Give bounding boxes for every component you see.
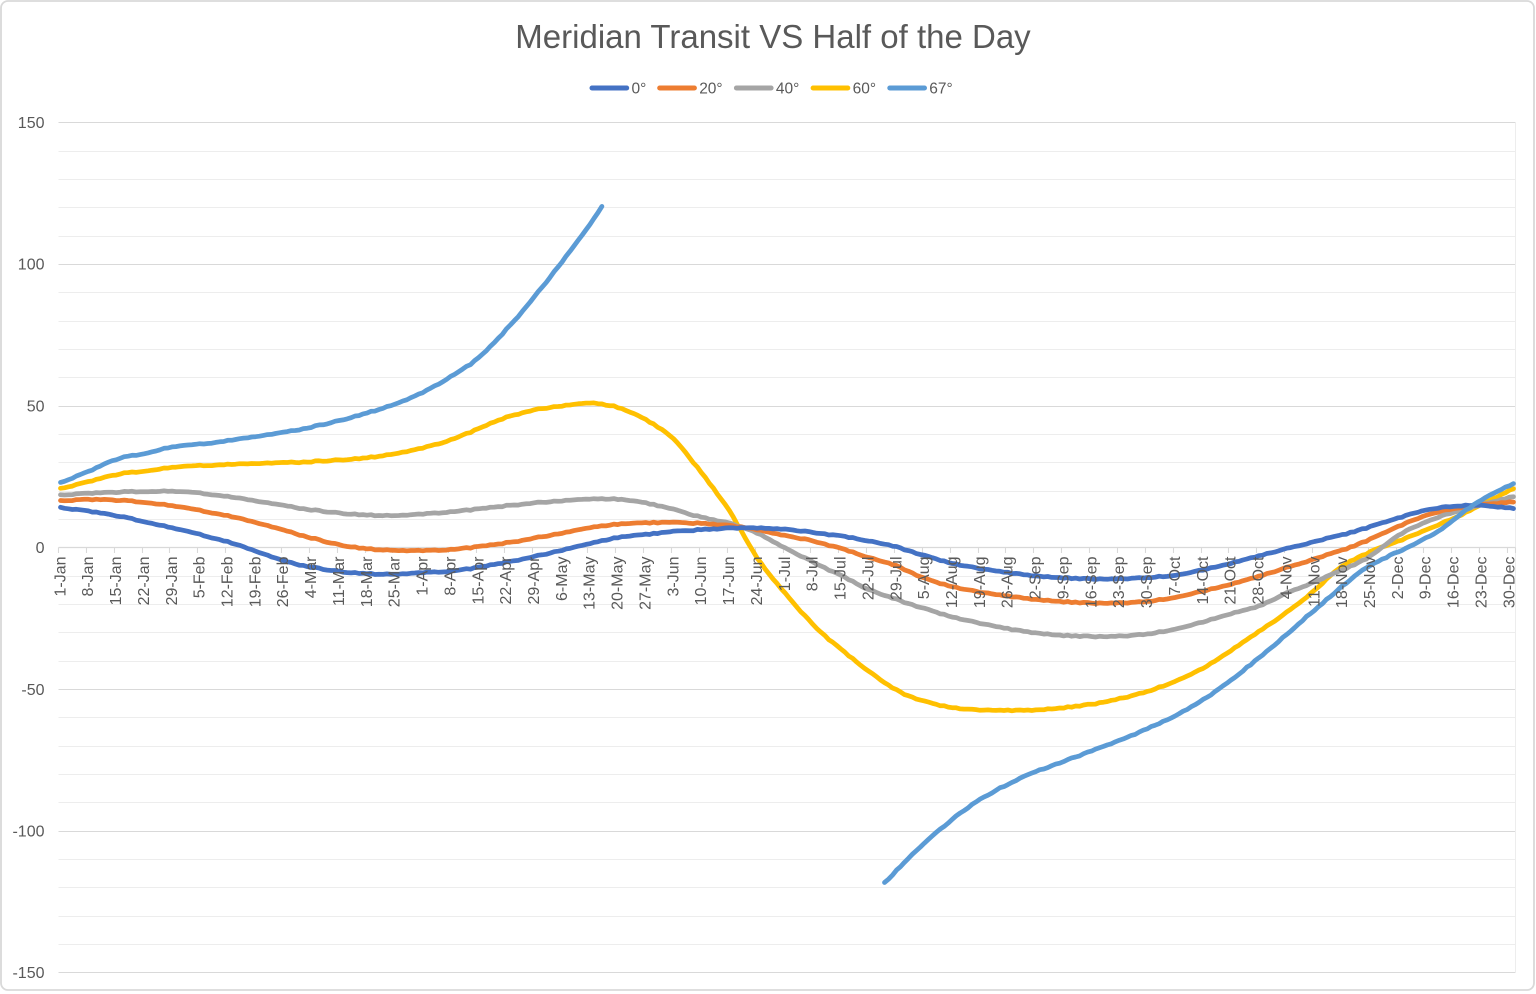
svg-text:7-Oct: 7-Oct [1167,556,1184,596]
svg-text:27-May: 27-May [638,557,655,610]
svg-text:23-Dec: 23-Dec [1474,557,1491,609]
svg-text:22-Jul: 22-Jul [860,557,877,601]
svg-text:60°: 60° [853,80,876,97]
svg-text:14-Oct: 14-Oct [1195,556,1212,605]
svg-text:26-Aug: 26-Aug [1000,556,1017,608]
svg-text:5-Aug: 5-Aug [916,557,933,600]
svg-text:4-Nov: 4-Nov [1278,557,1295,600]
svg-text:30-Dec: 30-Dec [1501,557,1518,609]
svg-text:29-Apr: 29-Apr [526,556,543,605]
svg-text:15-Apr: 15-Apr [470,556,487,605]
svg-text:2-Sep: 2-Sep [1028,556,1045,599]
svg-text:11-Nov: 11-Nov [1306,557,1323,607]
svg-text:0°: 0° [632,80,647,97]
svg-text:26-Feb: 26-Feb [275,556,292,607]
svg-text:22-Jan: 22-Jan [136,557,153,606]
svg-text:8-Jul: 8-Jul [805,557,822,592]
svg-text:6-May: 6-May [554,557,571,601]
svg-text:1-Jul: 1-Jul [777,557,794,592]
svg-text:13-May: 13-May [582,557,599,610]
svg-text:29-Jan: 29-Jan [164,557,181,606]
svg-text:17-Jun: 17-Jun [721,557,738,606]
svg-text:40°: 40° [776,80,799,97]
svg-text:0: 0 [36,540,45,557]
svg-text:15-Jan: 15-Jan [108,557,125,606]
svg-text:-100: -100 [12,824,44,841]
svg-text:-50: -50 [21,682,44,699]
svg-text:16-Dec: 16-Dec [1446,557,1463,609]
svg-text:19-Feb: 19-Feb [247,556,264,607]
svg-text:29-Jul: 29-Jul [888,557,905,601]
svg-text:22-Apr: 22-Apr [498,556,515,605]
svg-text:-150: -150 [12,965,44,982]
svg-text:18-Nov: 18-Nov [1334,557,1351,609]
svg-text:8-Jan: 8-Jan [80,557,97,597]
svg-text:24-Jun: 24-Jun [749,557,766,606]
svg-text:2-Dec: 2-Dec [1390,557,1407,600]
svg-text:Meridian Transit VS Half of th: Meridian Transit VS Half of the Day [515,18,1031,55]
svg-text:18-Mar: 18-Mar [359,556,376,607]
svg-text:50: 50 [27,398,45,415]
svg-text:25-Mar: 25-Mar [387,556,404,607]
svg-text:19-Aug: 19-Aug [972,557,989,609]
svg-text:1-Jan: 1-Jan [52,557,69,597]
svg-text:3-Jun: 3-Jun [665,557,682,597]
svg-text:30-Sep: 30-Sep [1139,556,1156,608]
svg-text:8-Apr: 8-Apr [442,556,459,596]
svg-text:150: 150 [18,115,45,132]
svg-text:15-Jul: 15-Jul [833,557,850,601]
svg-text:21-Oct: 21-Oct [1223,556,1240,605]
svg-text:12-Feb: 12-Feb [220,556,237,607]
svg-text:1-Apr: 1-Apr [415,556,432,596]
svg-text:11-Mar: 11-Mar [331,556,348,606]
svg-text:10-Jun: 10-Jun [693,557,710,606]
svg-text:20-May: 20-May [610,557,627,610]
svg-text:23-Sep: 23-Sep [1111,556,1128,608]
svg-text:25-Nov: 25-Nov [1362,557,1379,609]
svg-text:12-Aug: 12-Aug [944,557,961,609]
svg-text:9-Sep: 9-Sep [1056,556,1073,599]
svg-text:100: 100 [18,257,45,274]
svg-text:4-Mar: 4-Mar [303,556,320,598]
svg-text:16-Sep: 16-Sep [1083,556,1100,608]
svg-text:28-Oct: 28-Oct [1251,556,1268,605]
svg-text:5-Feb: 5-Feb [192,556,209,598]
svg-text:20°: 20° [699,80,722,97]
svg-text:67°: 67° [929,80,952,97]
svg-text:9-Dec: 9-Dec [1418,557,1435,600]
